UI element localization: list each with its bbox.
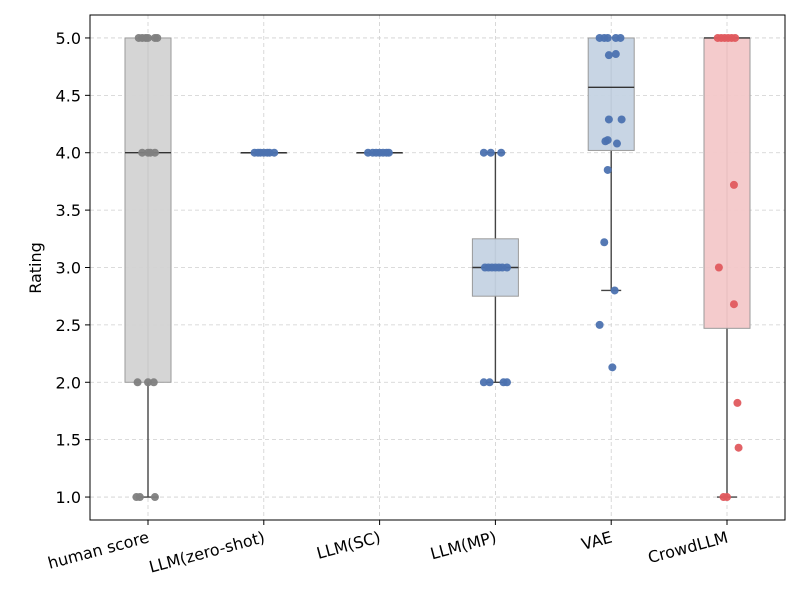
data-point (149, 378, 158, 387)
data-point (144, 378, 152, 387)
data-point (384, 148, 393, 157)
y-tick-label: 4.0 (56, 144, 81, 163)
data-point (150, 148, 159, 157)
data-point (604, 51, 613, 60)
data-point (734, 443, 743, 452)
data-point (150, 493, 159, 502)
iqr-box (703, 37, 751, 329)
y-tick-label: 2.5 (56, 316, 81, 335)
data-point (603, 136, 612, 145)
data-point (617, 115, 626, 124)
data-point (723, 493, 731, 502)
data-point (611, 50, 620, 59)
data-point (604, 115, 613, 124)
y-tick-label: 4.5 (56, 86, 81, 105)
data-point (600, 238, 609, 247)
y-tick-label: 1.0 (56, 488, 81, 507)
point-layer (132, 33, 743, 502)
x-tick-label: LLM(SC) (314, 528, 382, 563)
data-point (612, 139, 621, 148)
x-tick-label: human score (46, 528, 151, 573)
iqr-box (124, 37, 172, 383)
y-tick-label: 1.5 (56, 431, 81, 450)
data-point (616, 33, 625, 42)
x-tick-label: LLM(MP) (428, 528, 498, 564)
data-point (270, 148, 279, 157)
grid-layer (90, 15, 785, 520)
data-point (138, 148, 147, 157)
data-point (133, 378, 142, 387)
data-point (485, 378, 494, 387)
y-axis-label: Rating (26, 242, 45, 294)
data-point (153, 33, 162, 42)
data-point (610, 286, 619, 295)
y-tick-label: 2.0 (56, 373, 81, 392)
data-point (731, 33, 740, 42)
data-point (502, 378, 511, 387)
y-tick-label: 5.0 (56, 29, 81, 48)
data-point (714, 263, 723, 272)
x-tick-label: LLM(zero-shot) (147, 528, 267, 577)
data-point (595, 320, 604, 329)
data-point (486, 148, 495, 157)
y-tick-label: 3.5 (56, 201, 81, 220)
data-point (502, 263, 511, 272)
data-point (135, 493, 144, 502)
data-point (603, 33, 612, 42)
data-point (479, 148, 488, 157)
data-point (479, 378, 488, 387)
data-point (733, 398, 742, 407)
data-point (497, 148, 506, 157)
data-point (729, 180, 738, 189)
x-tick-label: CrowdLLM (646, 528, 730, 568)
x-tick-label: VAE (579, 528, 614, 554)
data-point (729, 300, 738, 309)
box-layer (124, 37, 751, 498)
y-tick-label: 3.0 (56, 259, 81, 278)
data-point (603, 165, 612, 174)
data-point (608, 363, 617, 372)
data-point (144, 33, 152, 42)
